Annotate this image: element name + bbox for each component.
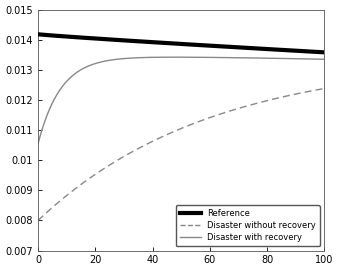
Reference [162, 41, 166, 44]
Disaster with recovery [36, 142, 40, 145]
Disaster with recovery [265, 57, 269, 60]
Reference [152, 41, 156, 44]
Disaster with recovery [152, 56, 156, 59]
Disaster without recovery [322, 87, 326, 90]
Disaster with recovery [259, 56, 263, 60]
Reference [36, 33, 40, 36]
Reference [264, 47, 268, 51]
Disaster with recovery [322, 58, 326, 61]
Line: Disaster with recovery: Disaster with recovery [38, 57, 324, 144]
Disaster with recovery [233, 56, 237, 59]
Disaster with recovery [162, 56, 166, 59]
Disaster without recovery [264, 99, 268, 102]
Disaster with recovery [65, 79, 69, 82]
Reference [322, 51, 326, 54]
Disaster with recovery [172, 56, 176, 59]
Disaster without recovery [162, 134, 166, 137]
Line: Reference: Reference [38, 34, 324, 52]
Disaster without recovery [36, 219, 40, 222]
Disaster without recovery [233, 108, 237, 111]
Reference [233, 46, 237, 49]
Reference [259, 47, 263, 50]
Legend: Reference, Disaster without recovery, Disaster with recovery: Reference, Disaster without recovery, Di… [176, 205, 320, 246]
Disaster without recovery [259, 101, 263, 104]
Disaster without recovery [65, 193, 69, 197]
Line: Disaster without recovery: Disaster without recovery [38, 89, 324, 220]
Disaster without recovery [152, 139, 156, 142]
Reference [65, 35, 69, 38]
